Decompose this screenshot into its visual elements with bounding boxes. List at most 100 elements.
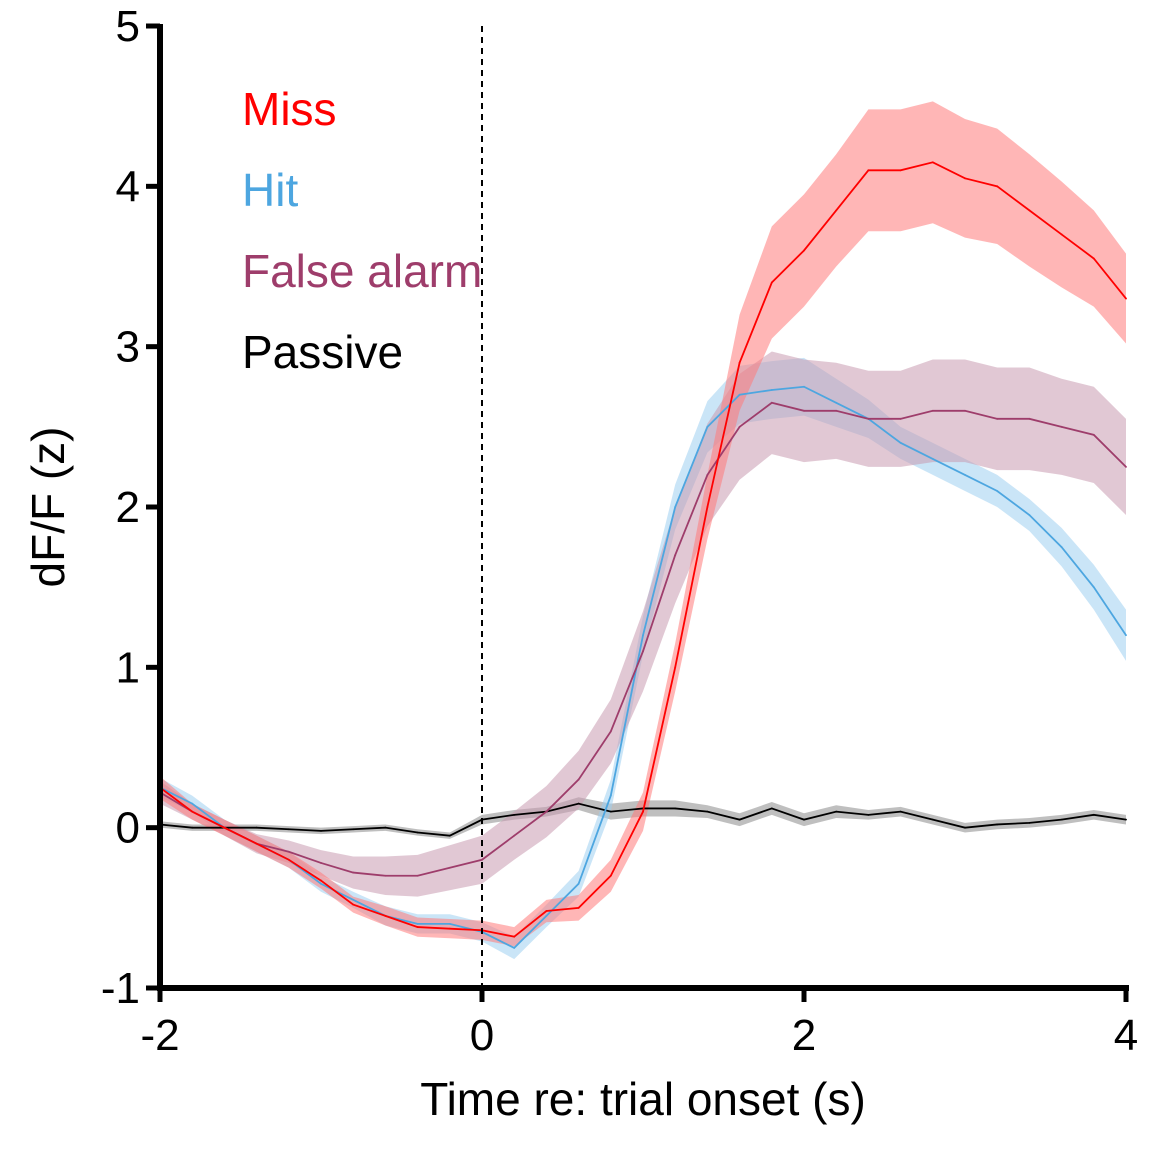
- x-ticks: -2 0 2 4: [140, 988, 1138, 1060]
- hit-point: [320, 882, 322, 885]
- false-alarm-point: [931, 409, 934, 412]
- x-tick-label: -2: [140, 1011, 179, 1060]
- false-alarm-point: [996, 417, 999, 420]
- false-alarm-point: [1060, 425, 1063, 428]
- miss-point: [899, 169, 902, 172]
- false-alarm-point: [384, 874, 387, 877]
- hit-point: [770, 389, 773, 391]
- miss-point: [223, 826, 226, 829]
- passive-point: [320, 829, 322, 832]
- miss-point: [964, 177, 966, 180]
- x-tick-label: 4: [1114, 1011, 1138, 1060]
- passive-point: [255, 826, 258, 829]
- false-alarm-point: [416, 874, 419, 877]
- passive-point: [996, 823, 999, 826]
- miss-point: [1092, 257, 1095, 260]
- miss-point: [513, 935, 516, 938]
- false-alarm-point: [867, 417, 870, 420]
- false-alarm-point: [770, 401, 773, 404]
- y-tick-label: 3: [116, 323, 140, 372]
- passive-point: [1125, 818, 1127, 821]
- hit-point: [706, 425, 709, 428]
- y-tick-label: -1: [101, 964, 140, 1013]
- miss-point: [416, 926, 419, 928]
- passive-point: [931, 818, 934, 821]
- legend: Miss Hit False alarm Passive: [242, 83, 482, 378]
- false-alarm-point: [577, 778, 580, 781]
- hit-point: [835, 401, 838, 404]
- false-alarm-point: [287, 850, 290, 853]
- passive-sem-band: [160, 797, 1126, 839]
- passive-point: [384, 826, 387, 829]
- miss-point: [931, 161, 934, 164]
- y-axis-label: dF/F (z): [22, 427, 74, 588]
- miss-point: [448, 927, 451, 930]
- false-alarm-sem-band: [160, 351, 1126, 897]
- hit-point: [352, 898, 355, 901]
- x-tick-label: 2: [792, 1011, 816, 1060]
- false-alarm-point: [738, 425, 741, 428]
- passive-point: [803, 818, 805, 821]
- passive-point: [1092, 813, 1095, 816]
- hit-point: [191, 802, 194, 805]
- hit-point: [803, 385, 805, 388]
- hit-point: [577, 882, 580, 885]
- hit-point: [1092, 586, 1095, 589]
- miss-point: [191, 810, 194, 813]
- legend-entry-passive: Passive: [242, 326, 403, 378]
- miss-point: [770, 281, 773, 284]
- y-tick-label: 2: [116, 483, 140, 532]
- hit-point: [964, 474, 966, 476]
- miss-point: [320, 879, 322, 882]
- passive-point: [191, 826, 194, 829]
- hit-point: [545, 914, 548, 917]
- miss-point: [803, 249, 805, 252]
- hit-point: [899, 441, 902, 444]
- passive-point: [867, 813, 870, 816]
- y-tick-label: 1: [116, 643, 140, 692]
- passive-point: [964, 826, 966, 829]
- miss-point: [352, 903, 355, 906]
- miss-point: [545, 910, 548, 912]
- legend-entry-miss: Miss: [242, 83, 337, 135]
- passive-point: [513, 813, 516, 816]
- hit-point: [609, 794, 612, 797]
- hit-point: [513, 947, 516, 949]
- miss-point: [255, 842, 258, 845]
- false-alarm-point: [803, 409, 805, 412]
- hit-point: [996, 490, 999, 492]
- false-alarm-point: [899, 417, 902, 420]
- miss-point: [706, 506, 709, 508]
- passive-point: [674, 807, 677, 810]
- hit-point: [931, 458, 934, 460]
- x-tick-label: 0: [470, 1011, 494, 1060]
- false-alarm-point: [320, 862, 322, 864]
- false-alarm-point: [835, 409, 838, 412]
- false-alarm-point: [513, 834, 516, 837]
- miss-point: [609, 874, 612, 877]
- false-alarm-point: [674, 554, 677, 556]
- false-alarm-point: [609, 730, 612, 733]
- hit-point: [738, 393, 741, 396]
- miss-point: [674, 666, 677, 669]
- passive-point: [416, 831, 419, 834]
- passive-point: [609, 810, 612, 813]
- passive-point: [287, 828, 290, 831]
- hit-point: [416, 922, 419, 925]
- false-alarm-point: [706, 474, 709, 476]
- passive-point: [448, 834, 451, 837]
- y-tick-label: 0: [116, 804, 140, 853]
- false-alarm-point: [642, 650, 644, 653]
- miss-point: [577, 906, 580, 909]
- miss-point: [642, 810, 644, 813]
- hit-point: [448, 922, 451, 925]
- miss-point: [835, 209, 838, 212]
- passive-point: [352, 828, 355, 831]
- legend-entry-hit: Hit: [242, 164, 298, 216]
- y-ticks: -1 0 1 2 3 4 5: [101, 2, 160, 1013]
- passive-point: [1060, 818, 1063, 821]
- passive-point: [835, 810, 838, 813]
- false-alarm-point: [1125, 466, 1127, 468]
- hit-point: [1125, 634, 1127, 637]
- passive-point: [738, 818, 741, 821]
